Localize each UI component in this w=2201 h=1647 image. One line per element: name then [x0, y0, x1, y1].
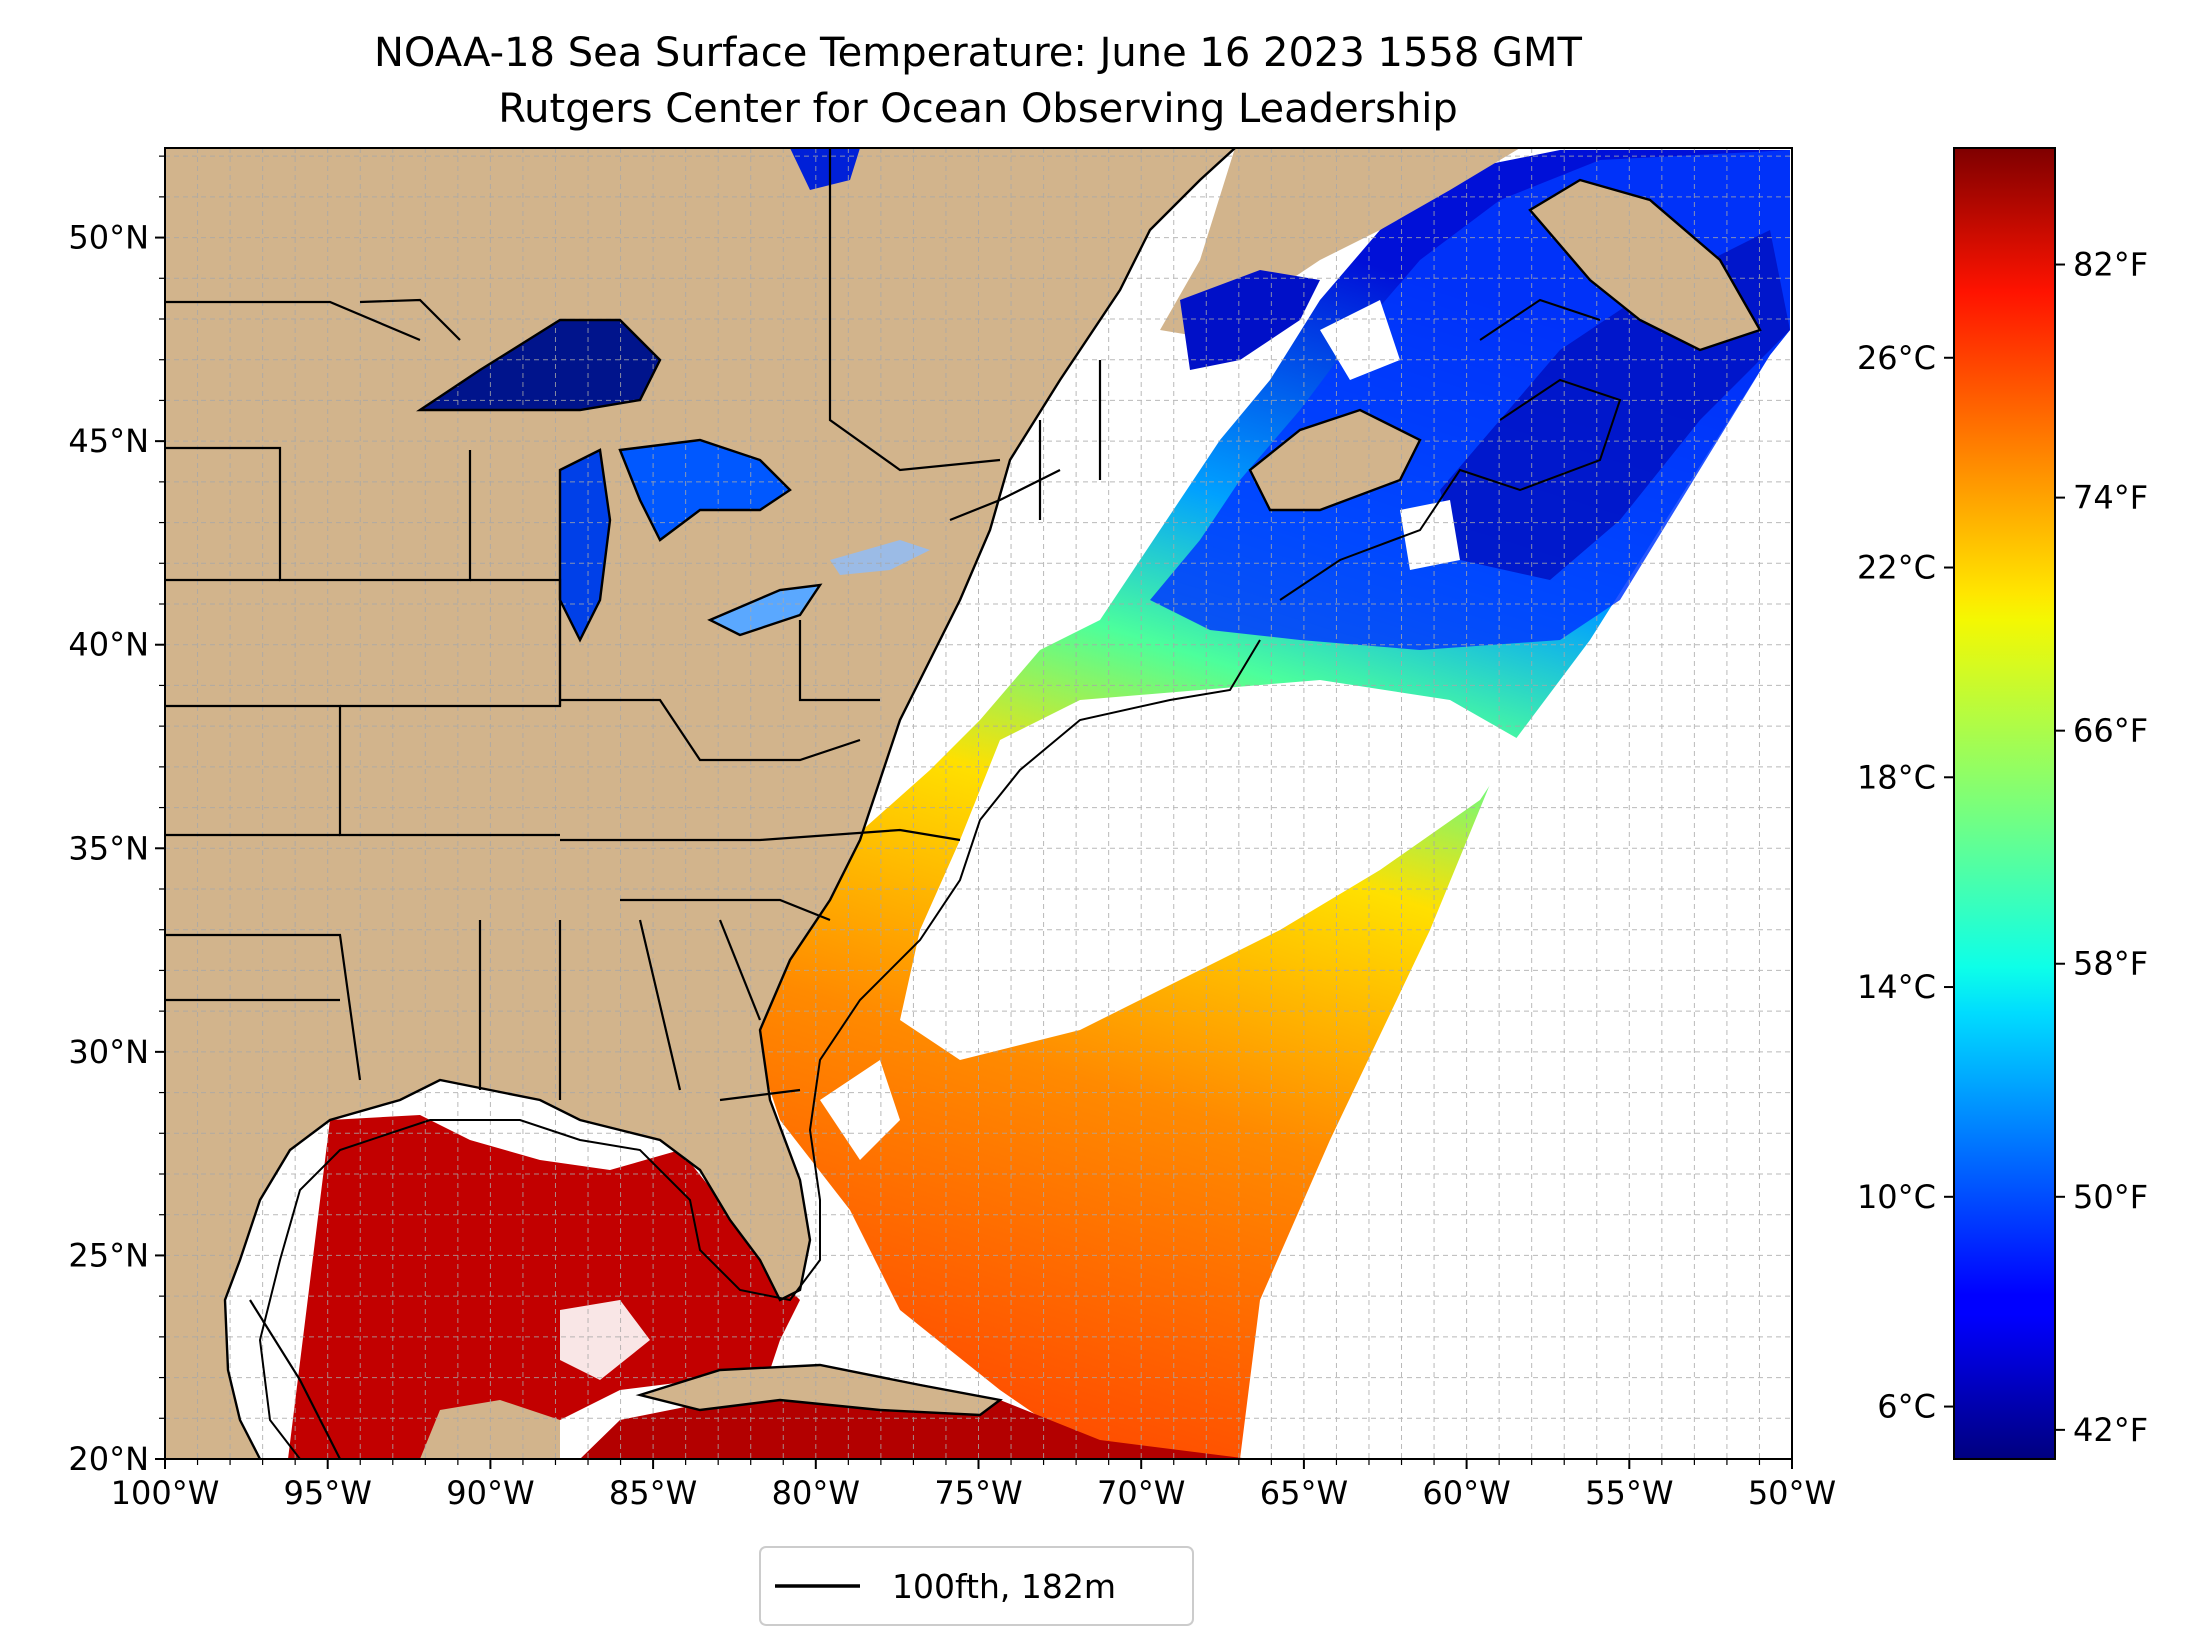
- colorbar-fahrenheit-label: 66°F: [2073, 712, 2148, 750]
- lon-tick-label: 85°W: [609, 1474, 697, 1512]
- lat-tick-label: 25°N: [68, 1236, 149, 1274]
- land-cuba: [640, 1365, 1000, 1415]
- lon-tick-label: 100°W: [111, 1474, 220, 1512]
- map-title-line1: NOAA-18 Sea Surface Temperature: June 16…: [374, 30, 1583, 76]
- sst-gulf-of-mexico: [288, 1115, 800, 1459]
- longitude-axis: 100°W 95°W 90°W 85°W 80°W 75°W 70°W 65°W 60°W 55°…: [111, 1459, 1836, 1512]
- land-nova-scotia: [1250, 410, 1420, 510]
- legend: 100fth, 182m: [759, 1546, 1194, 1626]
- lat-tick-label: 30°N: [68, 1033, 149, 1071]
- colorbar-fahrenheit-label: 58°F: [2073, 945, 2148, 983]
- colorbar-celsius-label: 14°C: [1857, 968, 1936, 1006]
- map-panel: [165, 148, 1792, 1459]
- lon-tick-label: 95°W: [284, 1474, 372, 1512]
- lon-tick-label: 60°W: [1422, 1474, 1510, 1512]
- cloud-gap-gulf: [560, 1300, 650, 1380]
- colorbar-gradient: [1953, 147, 2056, 1460]
- cloud-gap-4: [1400, 500, 1460, 570]
- colorbar-fahrenheit-label: 82°F: [2073, 246, 2148, 284]
- hudson-bay-inlet: [790, 148, 860, 190]
- map-title-line2: Rutgers Center for Ocean Observing Leade…: [498, 86, 1458, 132]
- colorbar-fahrenheit-label: 74°F: [2073, 479, 2148, 517]
- lake-erie: [710, 585, 820, 635]
- lat-tick-label: 45°N: [68, 422, 149, 460]
- colorbar: 6°C 10°C 14°C 18°C 22°C 26°C 42°F 50°F 58°F 66°F…: [1857, 147, 2148, 1460]
- cloud-gap-2: [820, 1060, 900, 1160]
- isobath-100fth: [258, 298, 1622, 1459]
- colorbar-fahrenheit-label: 42°F: [2073, 1411, 2148, 1449]
- lon-tick-label: 65°W: [1260, 1474, 1348, 1512]
- colorbar-celsius-label: 6°C: [1877, 1388, 1936, 1426]
- gulf-st-lawrence: [1180, 270, 1320, 370]
- colorbar-fahrenheit-label: 50°F: [2073, 1178, 2148, 1216]
- coastlines: [223, 148, 1762, 1459]
- colorbar-celsius-label: 10°C: [1857, 1178, 1936, 1216]
- lat-tick-label: 35°N: [68, 829, 149, 867]
- lake-huron: [620, 440, 790, 540]
- colorbar-celsius-axis: 6°C 10°C 14°C 18°C 22°C 26°C: [1857, 339, 1954, 1426]
- lon-tick-label: 70°W: [1097, 1474, 1185, 1512]
- colorbar-celsius-label: 26°C: [1857, 339, 1936, 377]
- legend-label: 100fth, 182m: [892, 1567, 1116, 1606]
- colorbar-fahrenheit-axis: 42°F 50°F 58°F 66°F 74°F 82°F: [2055, 246, 2148, 1449]
- lake-michigan: [560, 450, 610, 640]
- lon-tick-label: 50°W: [1748, 1474, 1836, 1512]
- map-gridlines: [165, 148, 1792, 1459]
- latitude-axis: 20°N 25°N 30°N 35°N 40°N 45°N 50°N: [68, 155, 165, 1478]
- lat-tick-label: 50°N: [68, 219, 149, 257]
- lon-tick-label: 75°W: [934, 1474, 1022, 1512]
- colorbar-celsius-label: 22°C: [1857, 549, 1936, 587]
- land-newfoundland: [1530, 180, 1760, 350]
- colorbar-celsius-label: 18°C: [1857, 758, 1936, 796]
- lake-superior: [420, 320, 660, 410]
- legend-box: [759, 1546, 1194, 1626]
- lat-tick-label: 20°N: [68, 1440, 149, 1478]
- lake-ontario: [830, 540, 930, 575]
- lat-tick-label: 40°N: [68, 626, 149, 664]
- lon-tick-label: 90°W: [446, 1474, 534, 1512]
- cloud-gap-1: [900, 680, 1520, 1060]
- land-north-america: [165, 148, 1235, 1459]
- lon-tick-label: 80°W: [772, 1474, 860, 1512]
- lon-tick-label: 55°W: [1585, 1474, 1673, 1512]
